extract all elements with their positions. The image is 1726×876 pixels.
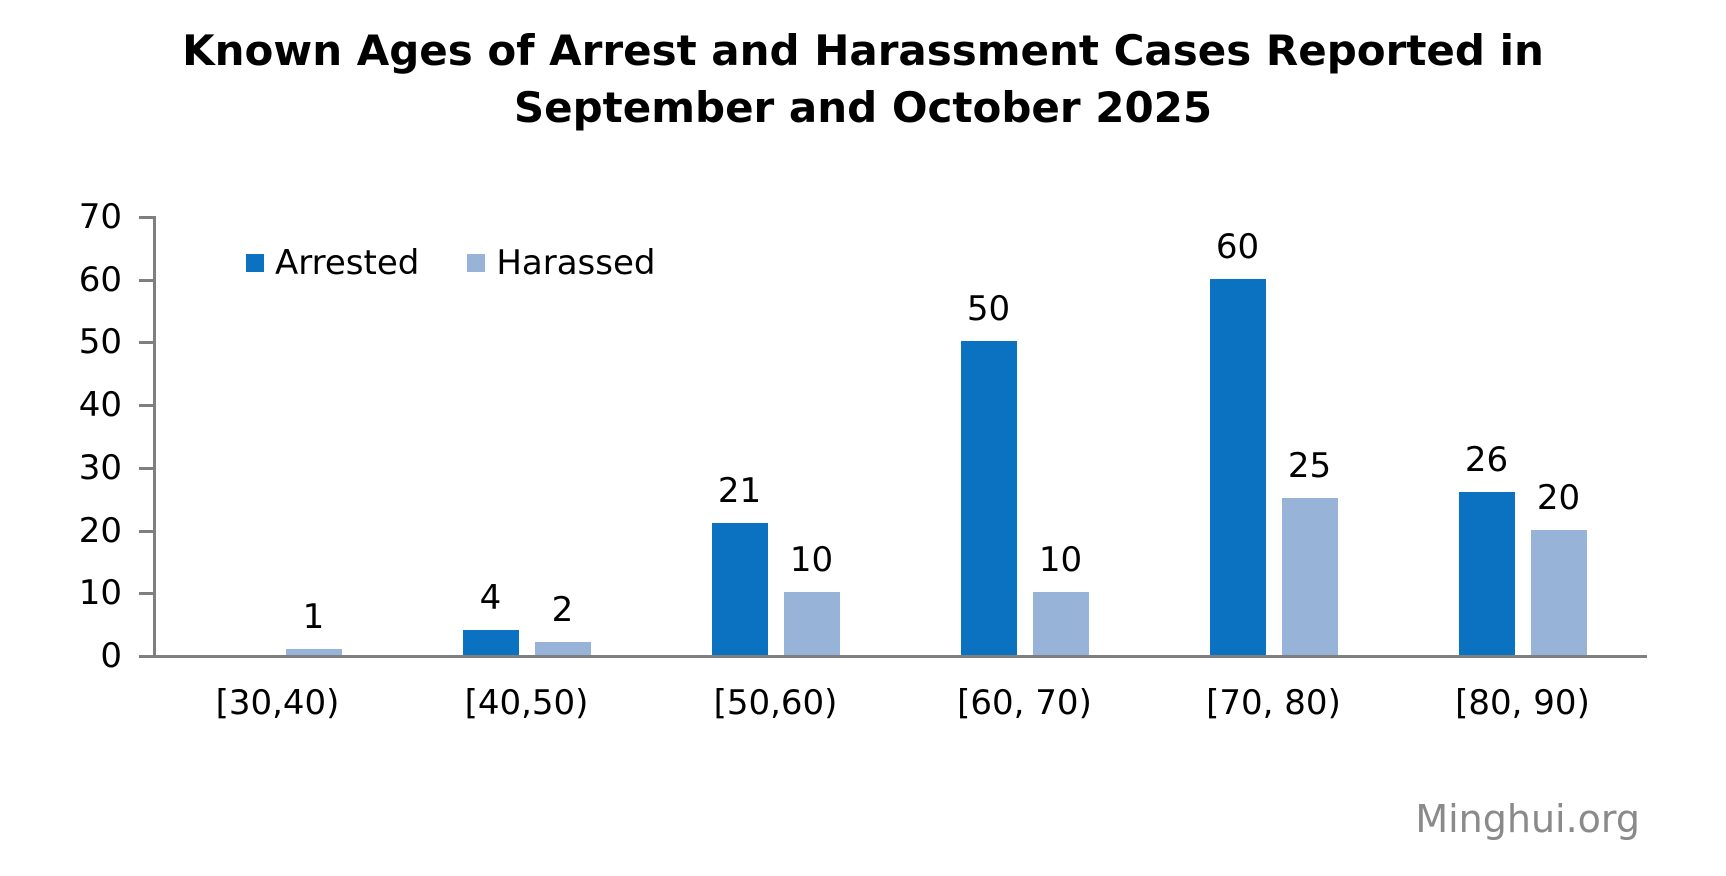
y-tick <box>139 655 153 658</box>
chart-title-line-2: September and October 2025 <box>513 83 1213 132</box>
y-tick <box>139 341 153 345</box>
bar-harassed <box>534 642 591 655</box>
legend-item-arrested: Arrested <box>246 241 419 285</box>
bar-harassed <box>1032 592 1089 655</box>
x-category-label: [50,60) <box>713 683 838 723</box>
legend-label-harassed: Harassed <box>496 243 656 283</box>
bar-value-label: 10 <box>1038 540 1083 581</box>
bar-value-label: 4 <box>479 577 502 618</box>
y-tick <box>139 404 153 408</box>
bar-harassed <box>1281 498 1338 655</box>
bar-arrested <box>462 629 519 655</box>
x-axis-line <box>153 655 1647 658</box>
y-tick <box>139 278 153 282</box>
bar-arrested <box>1458 491 1515 655</box>
y-tick <box>139 466 153 470</box>
y-axis-line <box>153 216 156 658</box>
bar-value-label: 26 <box>1464 439 1509 480</box>
y-tick <box>139 216 153 219</box>
y-tick-label: 0 <box>100 636 122 676</box>
bar-value-label: 60 <box>1215 226 1260 267</box>
legend: Arrested Harassed <box>246 241 656 285</box>
bar-arrested <box>960 341 1017 655</box>
y-tick <box>139 529 153 533</box>
y-tick <box>139 592 153 596</box>
chart-title: Known Ages of Arrest and Harassment Case… <box>0 22 1726 136</box>
y-tick-label: 10 <box>78 573 122 614</box>
x-category-label: [40,50) <box>464 683 589 723</box>
x-category-label: [80, 90) <box>1455 683 1590 723</box>
bar-value-label: 2 <box>551 590 574 631</box>
x-category-label: [70, 80) <box>1206 683 1341 723</box>
bar-value-label: 50 <box>966 289 1011 330</box>
y-tick-label: 50 <box>78 322 122 363</box>
y-tick-label: 40 <box>78 385 122 426</box>
bar-value-label: 21 <box>717 471 762 512</box>
y-tick-label: 20 <box>78 510 122 551</box>
harassed-swatch-icon <box>467 254 486 272</box>
y-tick-label: 60 <box>78 259 122 300</box>
bar-arrested <box>1209 278 1266 655</box>
bar-value-label: 25 <box>1287 446 1332 487</box>
bar-value-label: 1 <box>302 596 325 637</box>
arrested-swatch-icon <box>246 254 264 272</box>
bar-harassed <box>285 648 342 655</box>
chart-title-line-1: Known Ages of Arrest and Harassment Case… <box>182 26 1544 75</box>
bar-value-label: 20 <box>1536 477 1581 518</box>
bar-value-label: 10 <box>789 540 834 581</box>
bar-arrested <box>711 523 768 655</box>
y-tick-label: 70 <box>78 197 122 237</box>
y-tick-label: 30 <box>78 447 122 488</box>
watermark: Minghui.org <box>1415 797 1640 841</box>
bar-harassed <box>1530 529 1587 655</box>
bar-harassed <box>783 592 840 655</box>
legend-label-arrested: Arrested <box>275 243 420 283</box>
legend-item-harassed: Harassed <box>467 241 656 285</box>
x-category-label: [60, 70) <box>957 683 1092 723</box>
x-category-label: [30,40) <box>215 683 340 723</box>
